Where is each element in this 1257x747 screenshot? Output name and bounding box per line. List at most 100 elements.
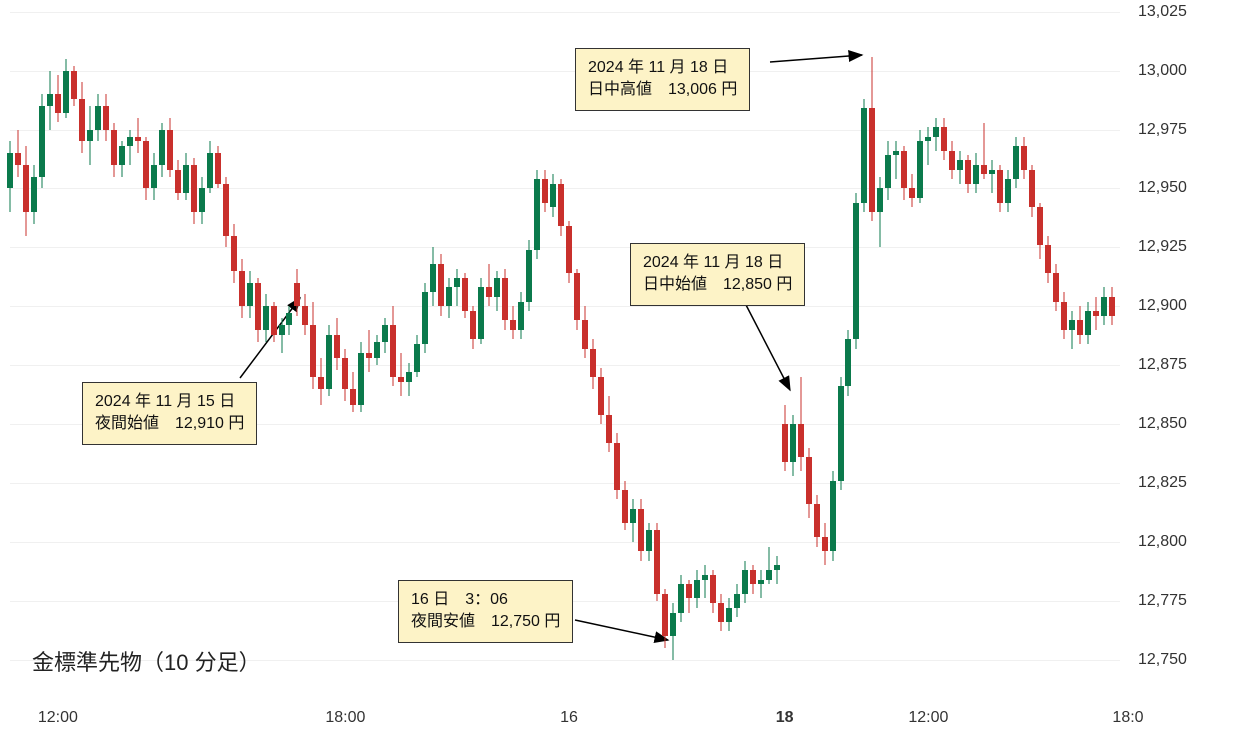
candle [478, 0, 484, 747]
candle [207, 0, 213, 747]
candle [877, 0, 883, 747]
candle [510, 0, 516, 747]
candle [286, 0, 292, 747]
candle [326, 0, 332, 747]
candle [215, 0, 221, 747]
candle [223, 0, 229, 747]
candle [662, 0, 668, 747]
candle [630, 0, 636, 747]
candle [798, 0, 804, 747]
candle [55, 0, 61, 747]
candle [590, 0, 596, 747]
candle [734, 0, 740, 747]
y-tick-label: 12,800 [1138, 533, 1257, 551]
y-tick-label: 12,975 [1138, 121, 1257, 139]
candle [103, 0, 109, 747]
candle [766, 0, 772, 747]
candle [231, 0, 237, 747]
candle [390, 0, 396, 747]
y-tick-label: 12,850 [1138, 415, 1257, 433]
candle [1053, 0, 1059, 747]
candle [31, 0, 37, 747]
candle [486, 0, 492, 747]
candle [334, 0, 340, 747]
candle [294, 0, 300, 747]
candle [438, 0, 444, 747]
candle [702, 0, 708, 747]
candle [646, 0, 652, 747]
candlestick-chart: 13,025 13,000 12,975 12,950 12,925 12,900 12,8… [0, 0, 1257, 747]
candle [838, 0, 844, 747]
candle [1045, 0, 1051, 747]
candle [853, 0, 859, 747]
candle [151, 0, 157, 747]
candle [566, 0, 572, 747]
candle [981, 0, 987, 747]
candle [71, 0, 77, 747]
candle [414, 0, 420, 747]
candle [318, 0, 324, 747]
y-tick-label: 13,025 [1138, 3, 1257, 21]
candle [726, 0, 732, 747]
candle [526, 0, 532, 747]
candle [1061, 0, 1067, 747]
candle [678, 0, 684, 747]
candle [550, 0, 556, 747]
candle [1093, 0, 1099, 747]
candle [933, 0, 939, 747]
y-tick-label: 12,950 [1138, 179, 1257, 197]
candle [1085, 0, 1091, 747]
y-tick-label: 12,825 [1138, 474, 1257, 492]
candle [95, 0, 101, 747]
candle [806, 0, 812, 747]
candle [534, 0, 540, 747]
candle [598, 0, 604, 747]
candle [430, 0, 436, 747]
candle [917, 0, 923, 747]
candle [247, 0, 253, 747]
candle [638, 0, 644, 747]
candle [15, 0, 21, 747]
candle [310, 0, 316, 747]
candle [143, 0, 149, 747]
candle [582, 0, 588, 747]
candle [750, 0, 756, 747]
candle [87, 0, 93, 747]
candle [63, 0, 69, 747]
candle [1077, 0, 1083, 747]
candle [830, 0, 836, 747]
candle [159, 0, 165, 747]
candle [710, 0, 716, 747]
candle [973, 0, 979, 747]
y-tick-label: 12,900 [1138, 297, 1257, 315]
candle [845, 0, 851, 747]
candle [893, 0, 899, 747]
y-tick-label: 12,925 [1138, 238, 1257, 256]
candle [167, 0, 173, 747]
y-tick-label: 13,000 [1138, 62, 1257, 80]
candle [518, 0, 524, 747]
candle [406, 0, 412, 747]
candle [199, 0, 205, 747]
candle [1029, 0, 1035, 747]
candle [111, 0, 117, 747]
candle [574, 0, 580, 747]
candle [470, 0, 476, 747]
candle [1109, 0, 1115, 747]
candle [558, 0, 564, 747]
candle [1037, 0, 1043, 747]
candle [135, 0, 141, 747]
candle [302, 0, 308, 747]
y-tick-label: 12,875 [1138, 356, 1257, 374]
candle [342, 0, 348, 747]
candle [47, 0, 53, 747]
candle [454, 0, 460, 747]
candle [614, 0, 620, 747]
candle [1101, 0, 1107, 747]
candle [758, 0, 764, 747]
candle [822, 0, 828, 747]
candle [957, 0, 963, 747]
candle [191, 0, 197, 747]
candle [358, 0, 364, 747]
candle [502, 0, 508, 747]
